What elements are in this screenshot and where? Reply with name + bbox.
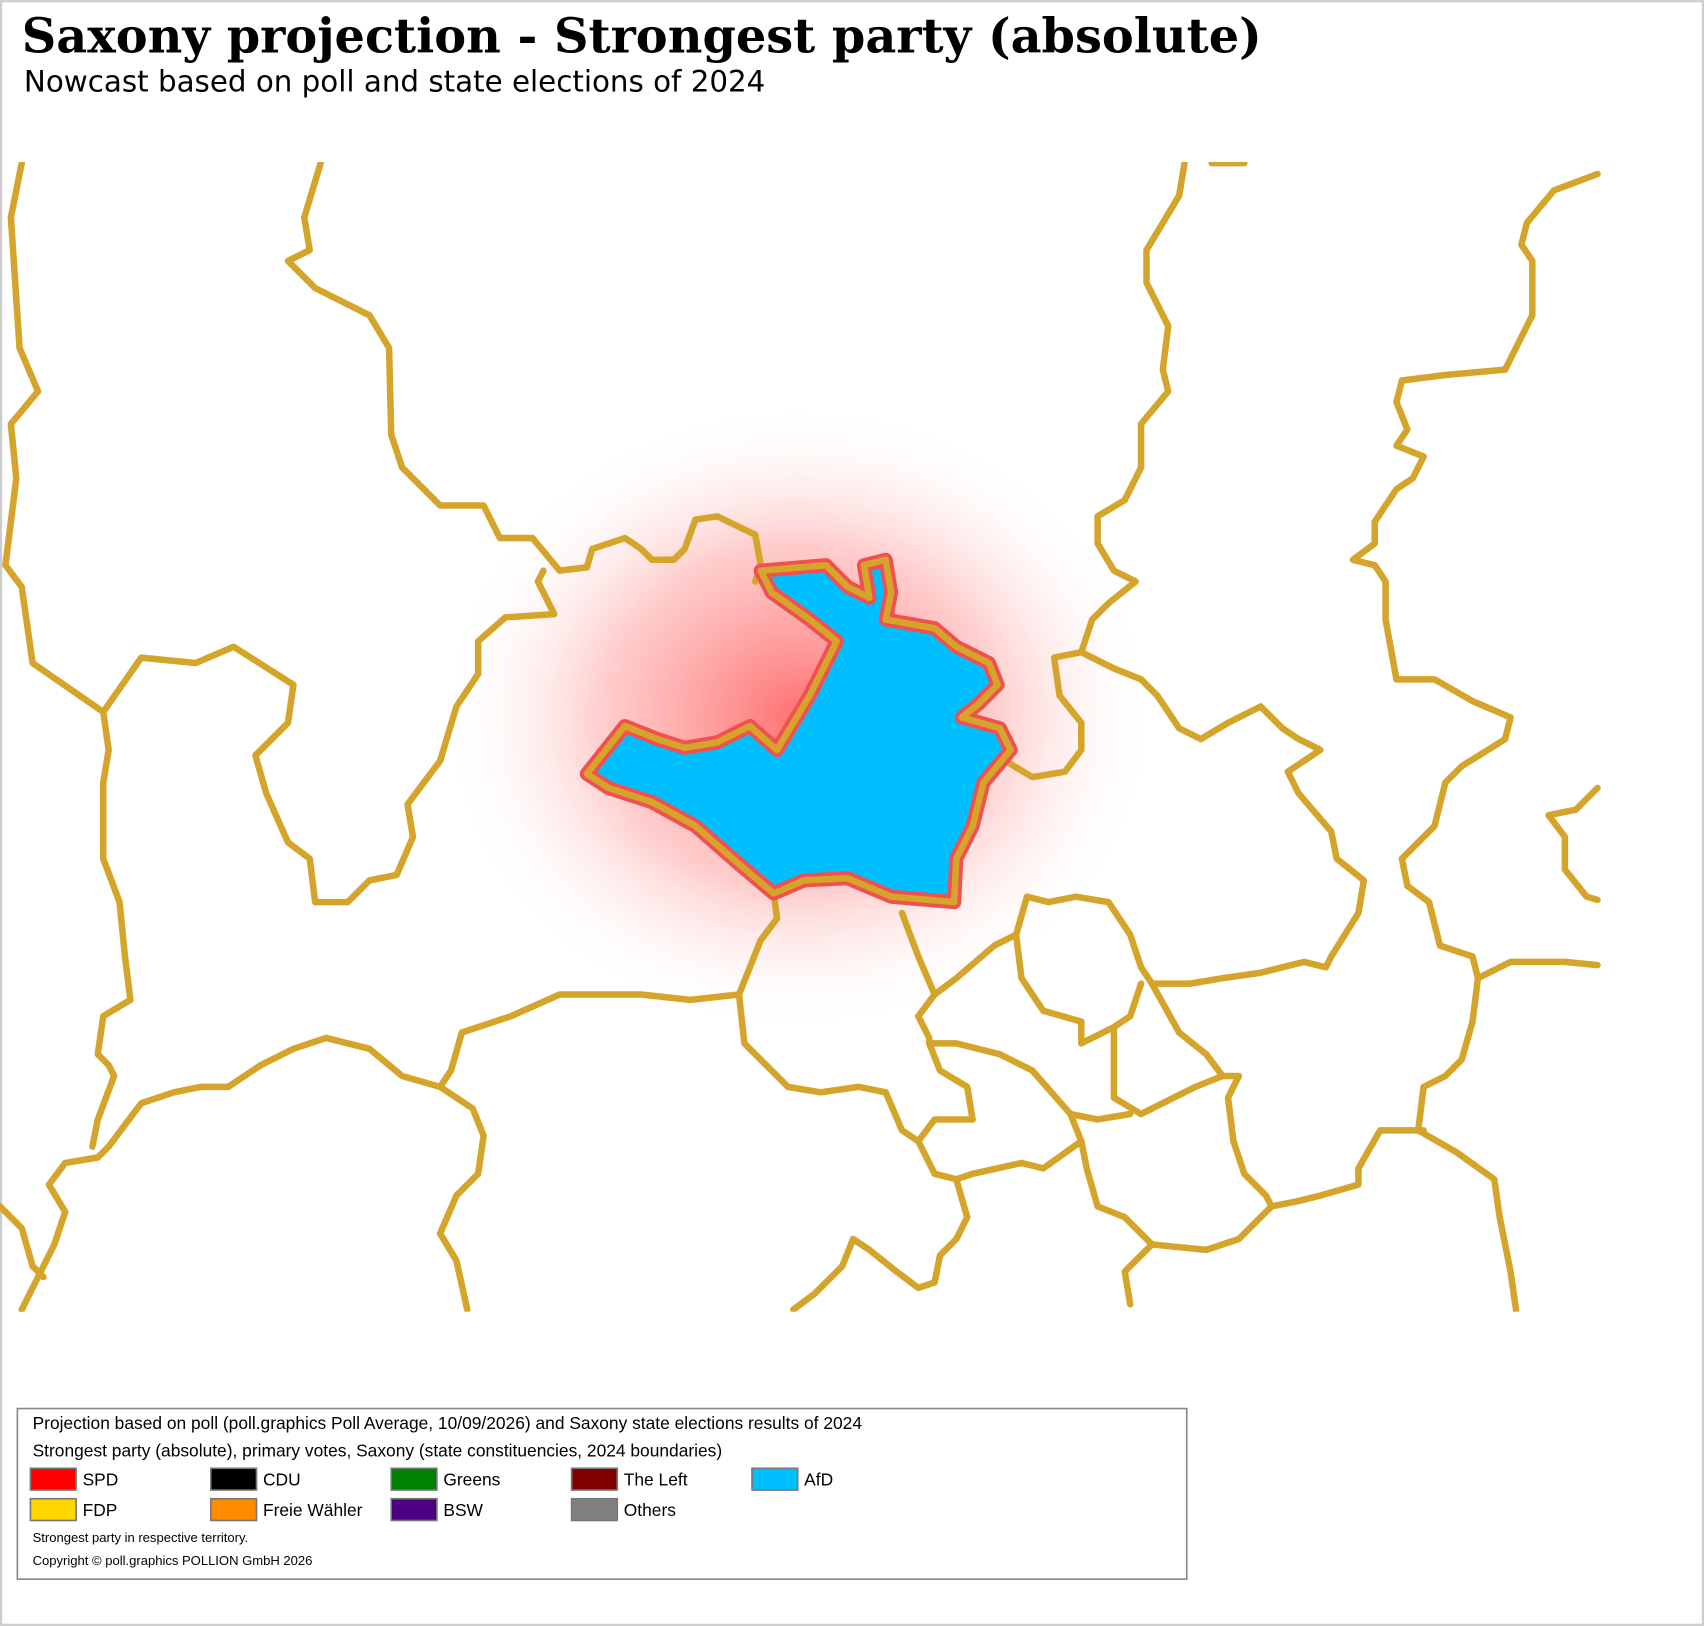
legend-swatch: [570, 1467, 619, 1491]
legend-swatch: [570, 1497, 619, 1522]
legend-swatch: [29, 1497, 77, 1522]
legend-label: SPD: [83, 1470, 119, 1490]
subtitle: Nowcast based on poll and state election…: [24, 64, 765, 98]
legend-label: Freie Wähler: [263, 1500, 363, 1520]
boundary: [735, 991, 922, 1145]
legend-label: FDP: [83, 1500, 118, 1520]
legend-box: [16, 1407, 1188, 1580]
legend-note: Copyright © poll.graphics POLLION GmbH 2…: [33, 1553, 313, 1568]
boundary: [89, 708, 134, 1150]
boundary: [915, 991, 976, 1183]
legend: Projection based on poll (poll.graphics …: [29, 1413, 863, 1568]
boundary: [0, 1203, 47, 1281]
legend-label: The Left: [624, 1470, 688, 1490]
legend-label: Others: [624, 1500, 676, 1520]
boundary: [18, 1034, 444, 1312]
legend-swatch: [210, 1467, 258, 1491]
boundary: [1121, 980, 1275, 1308]
boundary: [898, 648, 1368, 998]
title: Saxony projection - Strongest party (abs…: [22, 8, 1262, 64]
legend-label: BSW: [443, 1500, 483, 1520]
boundary: [1545, 784, 1601, 904]
boundary: [790, 1175, 971, 1312]
legend-swatch: [751, 1467, 799, 1491]
boundary: [1414, 958, 1601, 1312]
legend-line: Strongest party (absolute), primary vote…: [33, 1440, 723, 1460]
boundary: [969, 1137, 1085, 1178]
legend-swatch: [29, 1467, 77, 1491]
legend-note: Strongest party in respective territory.: [33, 1530, 249, 1545]
legend-label: AfD: [804, 1470, 833, 1490]
boundary: [1110, 980, 1226, 1118]
legend-swatch: [210, 1497, 258, 1522]
legend-swatch: [390, 1497, 438, 1522]
boundary: [1001, 162, 1188, 781]
boundary: [436, 890, 781, 1312]
boundary: [1349, 170, 1601, 982]
legend-label: CDU: [263, 1470, 301, 1490]
boundary: [1067, 1110, 1134, 1123]
legend-swatch: [390, 1467, 438, 1491]
legend-line: Projection based on poll (poll.graphics …: [33, 1413, 863, 1433]
boundary: [1012, 931, 1118, 1047]
boundary: [2, 162, 558, 906]
legend-label: Greens: [443, 1470, 500, 1490]
boundary: [284, 162, 764, 585]
boundary: [925, 1040, 1156, 1248]
map: [0, 162, 1601, 1312]
boundary: [583, 556, 1014, 906]
boundary: [1268, 1127, 1427, 1210]
